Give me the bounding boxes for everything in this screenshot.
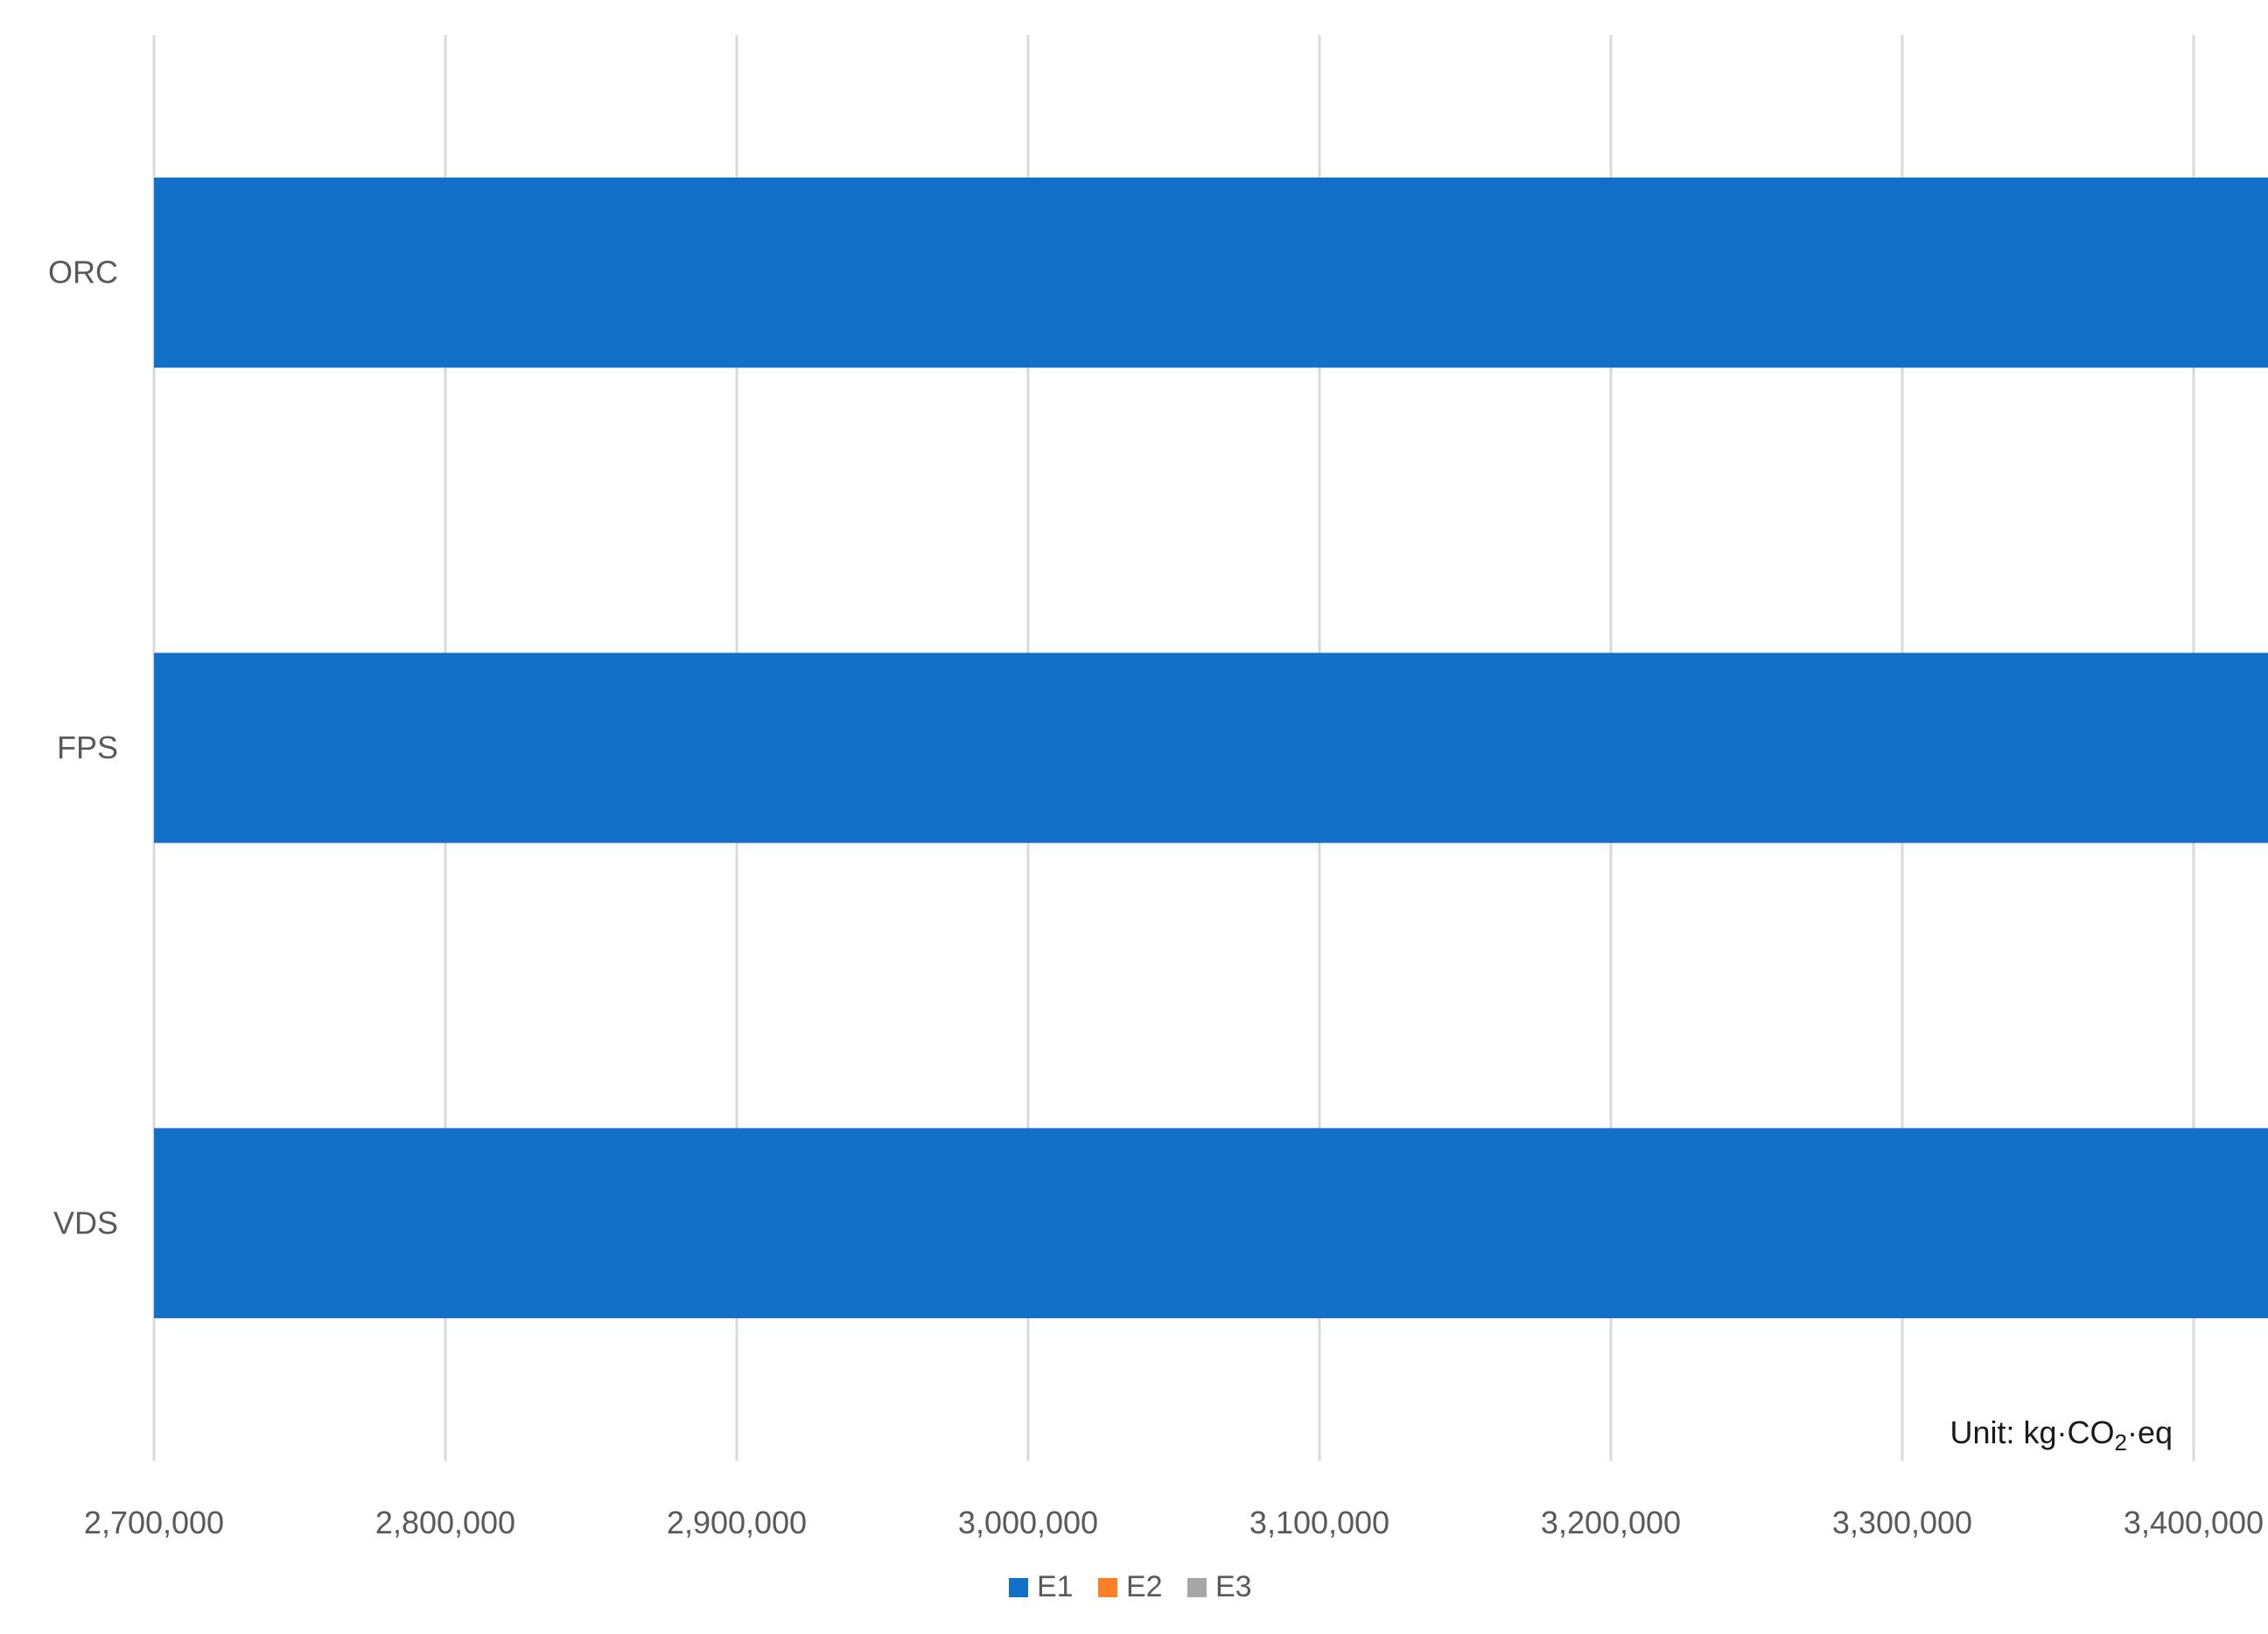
x-tick-label: 2,700,000 [84,1505,224,1540]
x-tick-label: 3,400,000 [2124,1505,2264,1540]
unit-subscript: 2 [2115,1429,2127,1456]
x-tick-label: 3,000,000 [958,1505,1098,1540]
x-tick-label: 3,300,000 [1832,1505,1972,1540]
legend-label-e1: E1 [1037,1570,1074,1603]
y-axis-categories: ORC FPS VDS [48,255,118,1241]
bar-fps-e1 [154,653,2268,843]
x-tick-label: 3,200,000 [1541,1505,1681,1540]
legend: E1 E2 E3 [1009,1570,1252,1603]
legend-swatch-e3 [1187,1578,1207,1597]
unit-prefix: Unit: kg·CO [1950,1414,2114,1450]
x-tick-label: 2,900,000 [667,1505,807,1540]
legend-label-e3: E3 [1215,1570,1252,1603]
unit-annotation: Unit: kg·CO2·eq [1950,1414,2173,1456]
x-tick-label: 3,100,000 [1250,1505,1390,1540]
legend-label-e2: E2 [1126,1570,1163,1603]
bars [154,178,2268,1318]
legend-swatch-e1 [1009,1578,1028,1597]
category-label-fps: FPS [57,730,118,765]
legend-swatch-e2 [1098,1578,1117,1597]
category-label-orc: ORC [48,255,118,290]
category-label-vds: VDS [53,1205,118,1240]
x-axis-ticks: 2,700,000 2,800,000 2,900,000 3,000,000 3,10… [84,1505,2264,1540]
bar-vds-e1 [154,1128,2268,1318]
unit-suffix: ·eq [2127,1414,2173,1450]
x-tick-label: 2,800,000 [375,1505,515,1540]
bar-orc-e1 [154,178,2268,368]
